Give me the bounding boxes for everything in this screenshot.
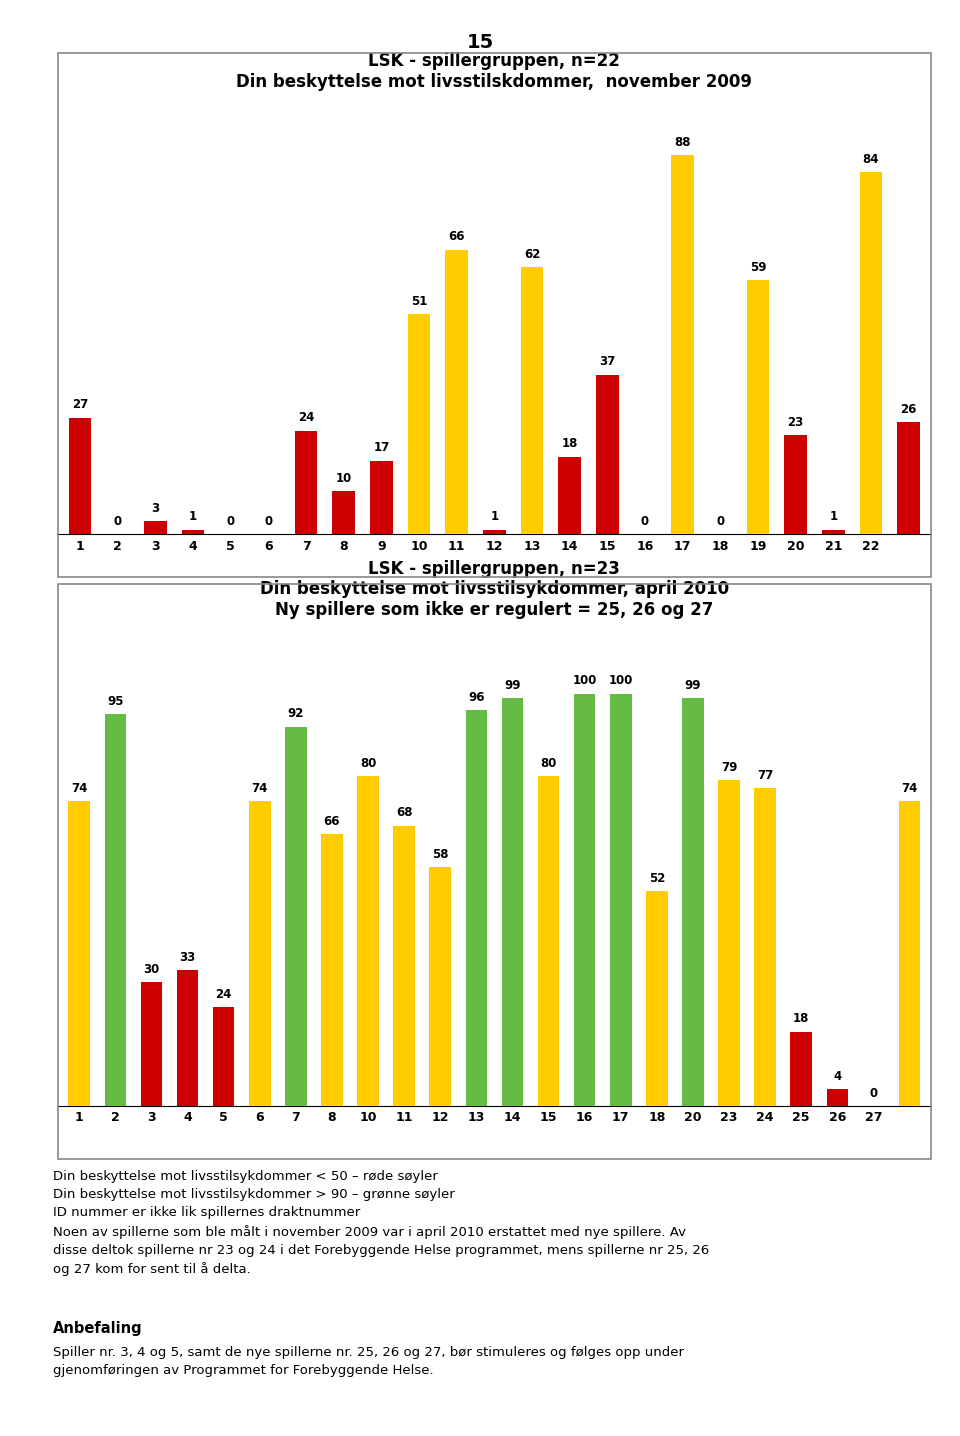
Text: Din beskyttelse mot livsstilsykdommer < 50 – røde søyler
Din beskyttelse mot liv: Din beskyttelse mot livsstilsykdommer < … — [53, 1170, 709, 1277]
Text: 23: 23 — [787, 415, 804, 428]
Bar — [899, 801, 921, 1106]
Text: 27: 27 — [72, 398, 88, 411]
Bar — [538, 775, 560, 1106]
Bar — [394, 826, 415, 1106]
Text: 0: 0 — [641, 514, 649, 528]
Text: 33: 33 — [180, 951, 196, 964]
Title: LSK - spillergruppen, n=23
Din beskyttelse mot livsstilsykdommer, april 2010
Ny : LSK - spillergruppen, n=23 Din beskyttel… — [260, 560, 729, 619]
Bar — [69, 418, 91, 534]
Text: 0: 0 — [870, 1087, 877, 1100]
Text: 95: 95 — [108, 695, 124, 708]
Bar — [181, 530, 204, 534]
Text: 26: 26 — [900, 402, 917, 416]
Text: 24: 24 — [298, 411, 314, 425]
Bar — [718, 780, 740, 1106]
Bar — [177, 969, 199, 1106]
Text: 58: 58 — [432, 847, 448, 860]
Text: 17: 17 — [373, 441, 390, 454]
Bar — [898, 422, 920, 534]
Bar — [68, 801, 90, 1106]
Text: 10: 10 — [336, 471, 352, 485]
Title: LSK - spillergruppen, n=22
Din beskyttelse mot livsstilskdommer,  november 2009: LSK - spillergruppen, n=22 Din beskyttel… — [236, 52, 753, 90]
Text: 0: 0 — [264, 514, 273, 528]
Bar — [574, 694, 595, 1106]
Bar — [646, 892, 667, 1106]
Text: 1: 1 — [491, 510, 498, 524]
Text: 66: 66 — [324, 814, 340, 827]
Text: 52: 52 — [649, 872, 665, 885]
Text: 15: 15 — [467, 33, 493, 52]
Bar — [683, 698, 704, 1106]
Bar — [332, 491, 355, 534]
Bar — [429, 867, 451, 1106]
Text: 79: 79 — [721, 761, 737, 774]
Text: 0: 0 — [114, 514, 122, 528]
Text: 3: 3 — [152, 501, 159, 516]
Text: 62: 62 — [524, 247, 540, 261]
Text: 18: 18 — [793, 1012, 809, 1025]
Bar — [755, 788, 776, 1106]
Text: 99: 99 — [684, 679, 701, 692]
Text: 24: 24 — [215, 988, 232, 1001]
Bar — [249, 801, 271, 1106]
Text: 84: 84 — [863, 152, 879, 165]
Bar — [445, 250, 468, 534]
Bar — [140, 982, 162, 1106]
Bar — [466, 711, 487, 1106]
Text: 1: 1 — [189, 510, 197, 524]
Bar — [213, 1007, 234, 1106]
Text: 59: 59 — [750, 260, 766, 273]
Bar — [822, 530, 845, 534]
Text: 68: 68 — [396, 807, 413, 820]
Bar — [483, 530, 506, 534]
Text: 96: 96 — [468, 691, 485, 704]
Bar — [295, 431, 318, 534]
Text: 74: 74 — [901, 781, 918, 794]
Text: 100: 100 — [609, 675, 633, 688]
Bar — [144, 521, 167, 534]
Text: 66: 66 — [448, 230, 465, 243]
Bar — [502, 698, 523, 1106]
Text: 0: 0 — [227, 514, 235, 528]
Bar — [322, 834, 343, 1106]
Bar — [671, 155, 694, 534]
Text: 18: 18 — [562, 437, 578, 451]
Text: 92: 92 — [288, 708, 304, 721]
Text: 51: 51 — [411, 294, 427, 307]
Bar — [784, 435, 807, 534]
Text: 0: 0 — [716, 514, 725, 528]
Text: 74: 74 — [252, 781, 268, 794]
Text: 74: 74 — [71, 781, 87, 794]
Text: 88: 88 — [675, 135, 691, 148]
Bar — [790, 1031, 812, 1106]
Bar — [747, 280, 769, 534]
Text: 99: 99 — [504, 679, 520, 692]
Text: 80: 80 — [360, 757, 376, 770]
Text: Spiller nr. 3, 4 og 5, samt de nye spillerne nr. 25, 26 og 27, bør stimuleres og: Spiller nr. 3, 4 og 5, samt de nye spill… — [53, 1346, 684, 1377]
Bar — [371, 461, 393, 534]
Text: 37: 37 — [599, 355, 615, 369]
Bar — [859, 172, 882, 534]
Text: 1: 1 — [829, 510, 837, 524]
Text: 4: 4 — [833, 1070, 842, 1083]
Bar — [596, 375, 618, 534]
Bar — [285, 727, 306, 1106]
Bar — [520, 267, 543, 534]
Text: 30: 30 — [143, 964, 159, 976]
Text: 80: 80 — [540, 757, 557, 770]
Bar — [357, 775, 379, 1106]
Bar — [408, 314, 430, 534]
Text: Anbefaling: Anbefaling — [53, 1321, 142, 1335]
Bar — [827, 1090, 849, 1106]
Text: 100: 100 — [572, 675, 597, 688]
Bar — [105, 714, 126, 1106]
Bar — [559, 457, 581, 534]
Bar — [610, 694, 632, 1106]
Text: 77: 77 — [757, 770, 773, 783]
